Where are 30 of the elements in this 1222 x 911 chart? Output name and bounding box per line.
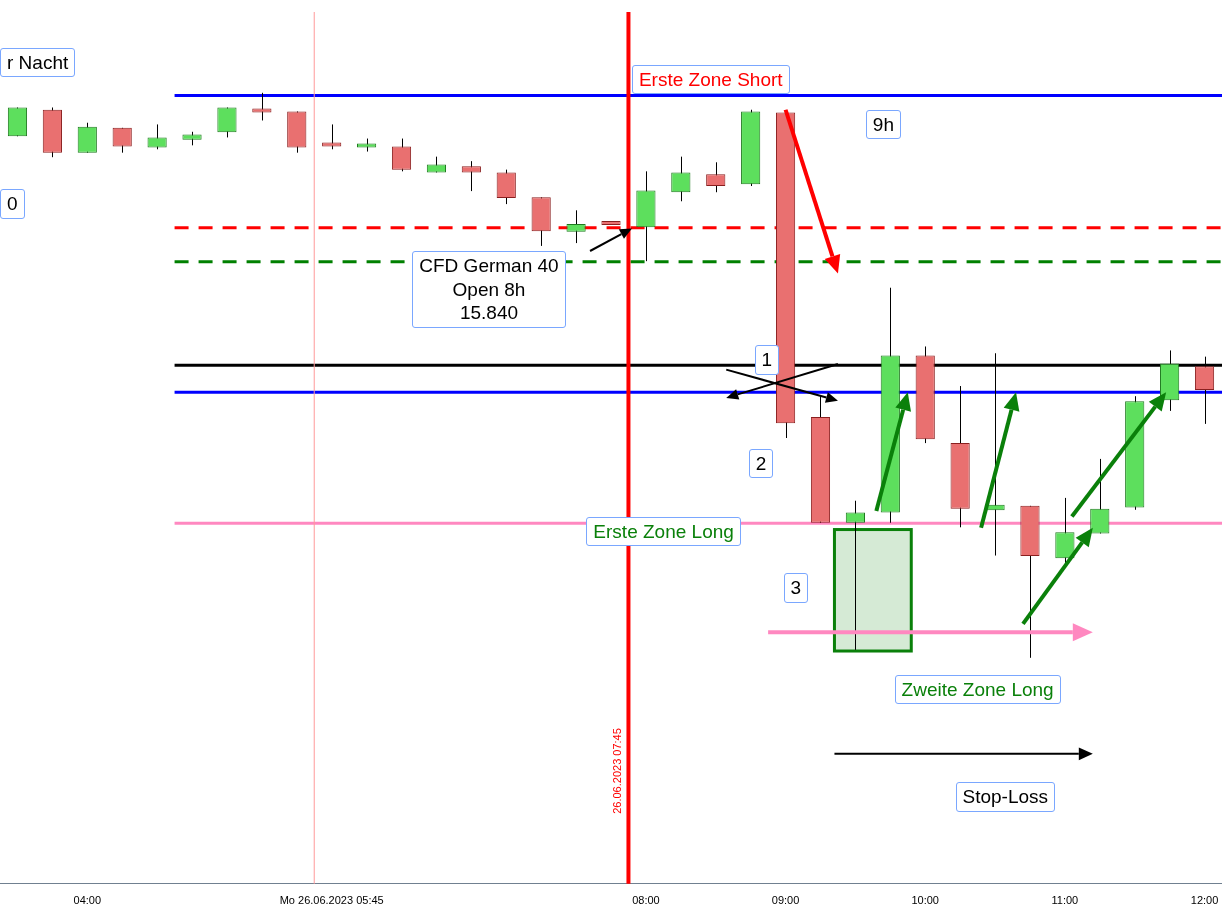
candlestick	[462, 160, 480, 192]
candlestick	[391, 138, 412, 172]
ref-line-label: 26.06.2023 07:45	[610, 728, 623, 814]
annotation: 1	[754, 344, 780, 375]
candlestick	[77, 122, 97, 154]
candlestick	[566, 209, 586, 244]
annotation: 0	[0, 188, 25, 219]
candlestick	[323, 123, 341, 150]
annotation: 2	[748, 448, 774, 479]
x-tick-label: 12:00	[1190, 894, 1219, 907]
text: Stop-Loss	[955, 782, 1056, 812]
candlestick	[1090, 458, 1110, 534]
candlestick	[147, 123, 167, 150]
text: Erste Zone Short	[631, 64, 790, 95]
x-tick-label: 04:00	[73, 894, 102, 907]
candlestick	[496, 169, 516, 205]
annotation: CFD German 40 Open 8h 15.840	[412, 250, 566, 329]
x-tick-label: Mo 26.06.2023 05:45	[279, 894, 384, 907]
x-tick-label: 09:00	[771, 894, 800, 907]
text: r Nacht	[0, 47, 76, 78]
text: Zweite Zone Long	[894, 674, 1061, 705]
annotation: 9h	[865, 109, 901, 140]
candlestick	[217, 106, 237, 138]
x-tick-label: 10:00	[911, 894, 939, 907]
x-tick-label: 11:00	[1051, 894, 1079, 907]
annotation: 3	[783, 573, 809, 603]
x-tick-label: 08:00	[632, 894, 660, 907]
candlestick	[253, 92, 271, 121]
annotation: Erste Zone Long	[586, 516, 741, 547]
candlestick	[845, 500, 865, 651]
